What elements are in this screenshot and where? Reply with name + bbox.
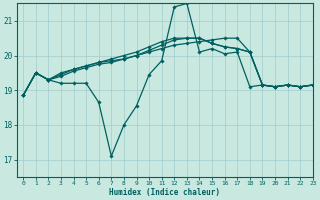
X-axis label: Humidex (Indice chaleur): Humidex (Indice chaleur)	[109, 188, 220, 197]
